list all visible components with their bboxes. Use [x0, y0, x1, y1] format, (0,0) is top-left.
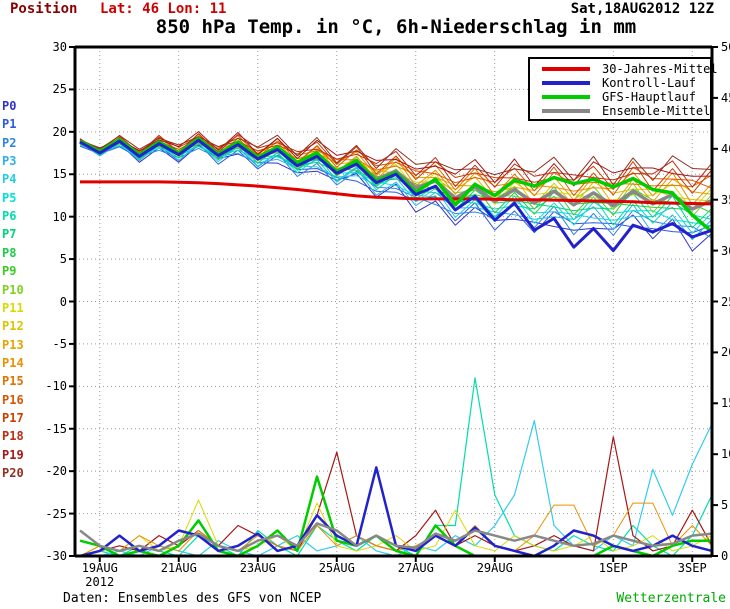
x-tick-label: 25AUG — [318, 561, 355, 575]
legend-line-swatch — [542, 81, 590, 85]
y-tick-label-right: 0 — [721, 549, 729, 563]
member-label-P8: P8 — [2, 245, 17, 260]
member-label-P12: P12 — [2, 319, 24, 334]
x-tick-label: 29AUG — [476, 561, 513, 575]
y-tick-label-left: -5 — [52, 336, 67, 351]
y-tick-label-left: 0 — [59, 294, 67, 309]
temp-member-P4 — [79, 141, 713, 234]
member-label-P17: P17 — [2, 410, 24, 425]
y-tick-label-left: -25 — [45, 506, 67, 521]
y-tick-label-right: 10 — [721, 447, 730, 462]
y-tick-label-left: 15 — [52, 167, 67, 182]
x-tick-label: 21AUG — [160, 561, 197, 575]
member-label-P13: P13 — [2, 337, 24, 352]
y-tick-label-left: -10 — [45, 379, 67, 394]
position-label: Position — [10, 1, 78, 17]
chart-title: 850 hPa Temp. in °C, 6h-Niederschlag in … — [155, 16, 637, 38]
precip-Ensemble-Mittel — [79, 522, 713, 553]
run-datetime-label: Sat,18AUG2012 12Z — [570, 1, 714, 17]
member-label-P18: P18 — [2, 429, 24, 444]
x-tick-label: 3SEP — [677, 561, 707, 575]
legend-line-swatch — [542, 67, 590, 71]
member-label-P3: P3 — [2, 154, 17, 169]
member-label-P15: P15 — [2, 374, 24, 389]
member-label-P7: P7 — [2, 227, 17, 242]
y-tick-label-left: 5 — [59, 252, 67, 267]
temp-member-P17 — [79, 136, 713, 194]
y-tick-label-left: -20 — [45, 464, 67, 479]
y-tick-label-right: 50 — [721, 40, 730, 54]
y-tick-label-left: -15 — [45, 421, 67, 436]
member-label-P2: P2 — [2, 135, 17, 150]
y-tick-label-right: 30 — [721, 243, 730, 258]
x-tick-label: 19AUG — [81, 561, 118, 575]
temp-Kontroll-Lauf — [79, 138, 713, 253]
legend-line-swatch — [542, 109, 590, 113]
member-label-P14: P14 — [2, 355, 24, 370]
member-label-P9: P9 — [2, 264, 17, 279]
member-label-P16: P16 — [2, 392, 24, 407]
x-tick-label: 1SEP — [598, 561, 628, 575]
legend-row: GFS-Hauptlauf — [530, 90, 710, 104]
member-label-P0: P0 — [2, 99, 17, 113]
member-label-P4: P4 — [2, 172, 17, 187]
member-label-P6: P6 — [2, 209, 17, 224]
y-tick-label-left: -30 — [45, 549, 67, 563]
y-tick-label-right: 25 — [721, 294, 730, 309]
y-tick-label-right: 35 — [721, 192, 730, 207]
legend-label: Kontroll-Lauf — [602, 76, 696, 90]
temp-member-P20 — [79, 134, 713, 186]
x-tick-label: 27AUG — [397, 561, 434, 575]
legend-line-swatch — [542, 95, 590, 99]
y-tick-label-left: 25 — [52, 82, 67, 97]
legend-row: 30-Jahres-Mittel — [530, 62, 718, 76]
member-label-P5: P5 — [2, 190, 17, 205]
member-label-P11: P11 — [2, 300, 24, 315]
temp-member-P0 — [79, 142, 713, 252]
member-label-P10: P10 — [2, 282, 24, 297]
legend-label: Ensemble-Mittel — [602, 104, 711, 118]
member-label-P19: P19 — [2, 447, 24, 462]
y-tick-label-right: 20 — [721, 345, 730, 360]
data-source-label: Daten: Ensembles des GFS von NCEP — [63, 591, 322, 606]
temp-member-P19 — [79, 131, 713, 187]
legend-label: 30-Jahres-Mittel — [602, 62, 718, 76]
legend-row: Kontroll-Lauf — [530, 76, 710, 90]
y-tick-label-right: 40 — [721, 141, 730, 156]
x-year-label: 2012 — [85, 575, 115, 589]
precip-P13-member — [79, 499, 713, 557]
temp-member-P18 — [79, 133, 713, 188]
legend-row: Ensemble-Mittel — [530, 104, 710, 118]
coordinates-label: Lat: 46 Lon: 11 — [100, 1, 227, 17]
temp-30-Jahres-Mittel — [80, 180, 713, 206]
legend-label: GFS-Hauptlauf — [602, 90, 696, 104]
member-label-P20: P20 — [2, 466, 24, 480]
y-tick-label-right: 5 — [721, 498, 729, 513]
y-tick-label-right: 15 — [721, 396, 730, 411]
legend: 30-Jahres-Mittel Kontroll-Lauf GFS-Hauptla… — [528, 57, 718, 121]
x-tick-label: 23AUG — [239, 561, 276, 575]
y-tick-label-right: 45 — [721, 90, 730, 105]
brand-label: Wetterzentrale — [616, 591, 726, 606]
y-tick-label-left: 10 — [52, 209, 67, 224]
y-tick-label-left: 20 — [52, 124, 67, 139]
member-label-P1: P1 — [2, 117, 17, 132]
y-tick-label-left: 30 — [52, 40, 67, 54]
